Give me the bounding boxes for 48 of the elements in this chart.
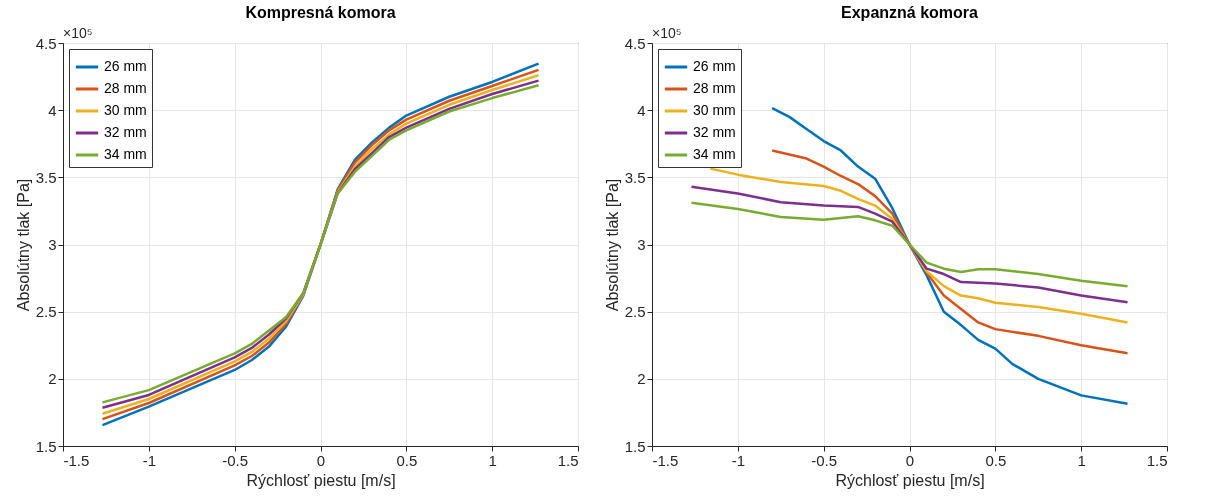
legend-label: 32 mm bbox=[104, 124, 147, 140]
y-tick-label: 2.5 bbox=[624, 303, 646, 321]
y-tick-label: 3 bbox=[637, 236, 646, 253]
x-tick-label: -0.5 bbox=[811, 451, 838, 469]
x-tick-label: 0 bbox=[316, 451, 326, 469]
legend-label: 32 mm bbox=[693, 124, 736, 140]
y-tick-label: 3.5 bbox=[624, 168, 646, 186]
line-series bbox=[690, 201, 1129, 288]
text: ×10⁵ bbox=[652, 25, 682, 41]
x-axis-title: Rýchlosť piestu [m/s] bbox=[246, 471, 396, 489]
text: ×10⁵ bbox=[63, 25, 93, 41]
legend-label: 28 mm bbox=[693, 80, 736, 96]
x-axis-title: Rýchlosť piestu [m/s] bbox=[835, 471, 985, 489]
y-tick-label: 2 bbox=[48, 370, 57, 388]
legend-label: 30 mm bbox=[104, 102, 147, 118]
y-tick-label: 3 bbox=[48, 236, 57, 253]
y-tick-label: 3.5 bbox=[35, 168, 57, 186]
x-tick-label: 0 bbox=[905, 451, 915, 469]
y-tick-label: 4.5 bbox=[624, 34, 646, 52]
x-tick-label: 1.5 bbox=[1146, 451, 1168, 469]
x-tick-label: 0.5 bbox=[985, 451, 1007, 469]
chart-title: Kompresná komora bbox=[245, 4, 396, 21]
legend-label: 28 mm bbox=[104, 80, 147, 96]
y-tick-label: 1.5 bbox=[624, 437, 646, 455]
x-tick-label: 1 bbox=[1077, 451, 1086, 469]
y-tick-label: 4 bbox=[637, 101, 646, 119]
legend-label: 34 mm bbox=[104, 146, 147, 162]
x-tick-label: 1 bbox=[488, 451, 497, 469]
y-tick-label: 2.5 bbox=[35, 303, 57, 321]
chart-title: Expanzná komora bbox=[841, 4, 979, 21]
legend-label: 26 mm bbox=[693, 58, 736, 74]
x-tick-label: -1 bbox=[142, 451, 157, 469]
y-axis-title: Absolútny tlak [Pa] bbox=[14, 178, 32, 312]
x-tick-label: 1.5 bbox=[557, 451, 579, 469]
legend-label: 30 mm bbox=[693, 102, 736, 118]
y-tick-label: 2 bbox=[637, 370, 646, 388]
x-tick-label: -1 bbox=[731, 451, 746, 469]
x-tick-label: -1.5 bbox=[652, 451, 679, 469]
x-tick-label: -0.5 bbox=[222, 451, 249, 469]
x-tick-label: -1.5 bbox=[63, 451, 90, 469]
y-tick-label: 4.5 bbox=[35, 34, 57, 52]
legend-label: 34 mm bbox=[693, 146, 736, 162]
line-series bbox=[690, 185, 1129, 304]
x-tick-label: 0.5 bbox=[396, 451, 418, 469]
y-tick-label: 4 bbox=[48, 101, 57, 119]
y-tick-label: 1.5 bbox=[35, 437, 57, 455]
legend-label: 26 mm bbox=[104, 58, 147, 74]
y-axis-title: Absolútny tlak [Pa] bbox=[603, 178, 621, 312]
